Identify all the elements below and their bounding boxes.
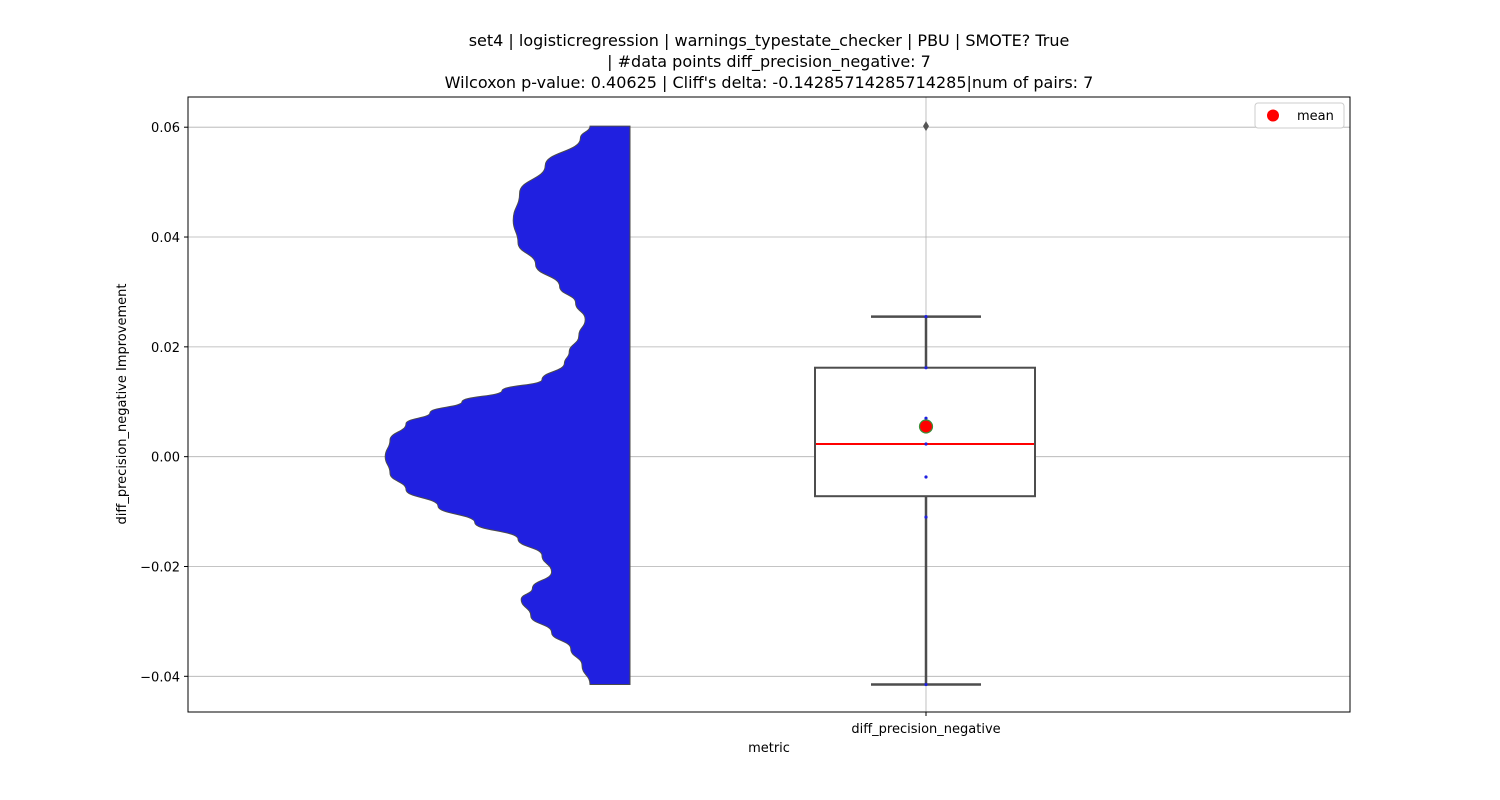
y-tick-label: 0.00 [151, 451, 180, 466]
violin-body [384, 125, 631, 685]
mean-marker [918, 419, 934, 434]
violin-layer [384, 125, 631, 685]
title: set4 | logisticregression | warnings_typ… [445, 31, 1094, 92]
legend-mean-label: mean [1297, 109, 1334, 124]
y-axis: −0.04 −0.02 0.00 0.02 0.04 0.06 [140, 121, 188, 685]
legend: mean [1254, 102, 1345, 129]
box-layer [814, 121, 1036, 687]
legend-frame [1254, 102, 1345, 129]
data-point [924, 315, 928, 319]
legend-mean-marker [1267, 109, 1279, 122]
y-axis-label: diff_precision_negative Improvement [115, 284, 130, 525]
x-tick-label: diff_precision_negative [851, 722, 1000, 737]
y-tick-label: 0.06 [151, 121, 180, 136]
title-line-2: | #data points diff_precision_negative: … [607, 52, 931, 72]
grid [188, 97, 1350, 712]
data-point [924, 475, 928, 479]
y-tick-label: 0.04 [151, 231, 180, 246]
y-tick-label: −0.02 [140, 560, 180, 575]
y-tick-label: 0.02 [151, 341, 180, 356]
plot-area-frame [187, 96, 1351, 713]
x-axis: diff_precision_negative [851, 712, 1001, 737]
y-tick-label: −0.04 [140, 670, 180, 685]
data-point [924, 442, 928, 446]
data-point [924, 366, 928, 370]
data-point [924, 515, 928, 519]
outlier-point [923, 121, 929, 132]
data-point [924, 682, 928, 687]
title-line-1: set4 | logisticregression | warnings_typ… [469, 31, 1070, 51]
data-point [924, 416, 928, 420]
title-line-3: Wilcoxon p-value: 0.40625 | Cliff's delt… [445, 73, 1094, 92]
x-axis-label: metric [748, 741, 790, 756]
